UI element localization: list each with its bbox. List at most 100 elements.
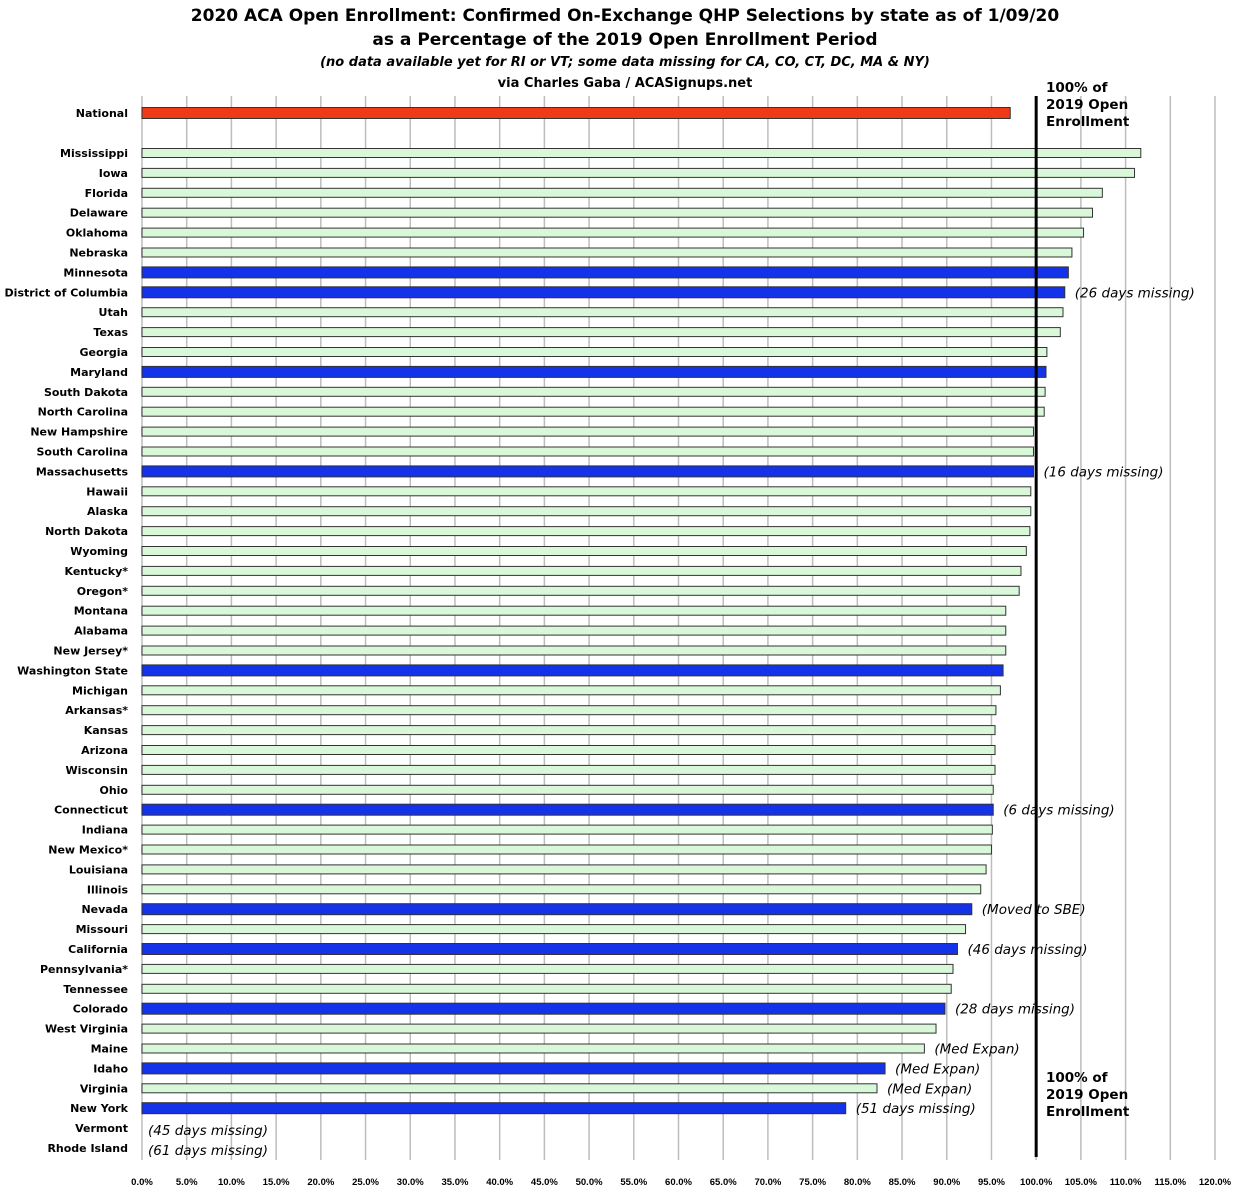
row-label: National	[76, 107, 128, 120]
row-label: New Hampshire	[30, 426, 128, 439]
bar	[141, 526, 1031, 537]
x-tick-label: 20.0%	[307, 1177, 334, 1188]
row-label: Maine	[91, 1043, 128, 1056]
bar	[141, 963, 954, 974]
bar	[141, 148, 1142, 158]
bar	[141, 406, 1045, 417]
row-label: Idaho	[93, 1062, 128, 1075]
chart-source: via Charles Gaba / ACASignups.net	[497, 76, 753, 91]
bar	[141, 844, 992, 855]
bar	[141, 446, 1034, 457]
bar	[141, 1002, 946, 1015]
row-label: New Mexico*	[48, 844, 128, 857]
row-label: Ohio	[99, 784, 128, 797]
row-label: Massachusetts	[36, 465, 129, 478]
bar	[141, 546, 1027, 556]
bar-annotation: (51 days missing)	[856, 1101, 976, 1117]
reference-label-bottom: 100% of 2019 Open Enrollment	[1046, 1070, 1129, 1121]
bar-annotation: (Med Expan)	[895, 1061, 980, 1077]
bar	[141, 645, 1007, 656]
bar	[141, 247, 1073, 258]
ref-bottom-2: 2019 Open	[1046, 1087, 1129, 1103]
bar-annotation: (16 days missing)	[1043, 464, 1163, 480]
row-label: South Carolina	[36, 446, 128, 459]
bar	[141, 426, 1034, 437]
bar	[141, 585, 1020, 596]
row-label: California	[68, 943, 128, 956]
x-tick-label: 30.0%	[397, 1177, 424, 1188]
bar	[141, 307, 1064, 318]
row-label: District of Columbia	[5, 286, 128, 299]
row-label: Illinois	[87, 883, 129, 896]
bar-annotation: (45 days missing)	[148, 1123, 268, 1139]
row-label: Georgia	[79, 346, 128, 359]
row-label: North Carolina	[38, 406, 128, 419]
bar	[141, 685, 1001, 696]
row-label: Delaware	[70, 207, 128, 220]
row-label: Arizona	[81, 744, 128, 757]
x-tick-label: 115.0%	[1154, 1177, 1186, 1188]
bar	[141, 924, 967, 935]
bar	[141, 764, 996, 775]
x-tick-label: 85.0%	[889, 1177, 916, 1188]
row-label: New York	[70, 1102, 129, 1115]
row-label: Nebraska	[69, 247, 128, 260]
bar-annotation: (Med Expan)	[934, 1042, 1019, 1058]
x-tick-label: 100.0%	[1020, 1177, 1053, 1188]
row-label: Virginia	[80, 1082, 128, 1095]
bar-annotation: (6 days missing)	[1003, 803, 1114, 819]
x-tick-label: 90.0%	[933, 1177, 960, 1188]
row-label: Colorado	[73, 1003, 129, 1016]
row-label: Nevada	[81, 903, 128, 916]
row-label: Minnesota	[63, 266, 128, 279]
x-tick-label: 75.0%	[799, 1177, 826, 1188]
bar	[141, 486, 1032, 497]
ref-top-2: 2019 Open	[1046, 97, 1129, 113]
reference-label-top: 100% of 2019 Open Enrollment	[1046, 80, 1129, 131]
x-tick-label: 5.0%	[176, 1177, 198, 1188]
bar	[141, 605, 1007, 616]
row-label: Alaska	[87, 505, 128, 518]
bar	[141, 1102, 847, 1115]
row-label: Kansas	[84, 724, 129, 737]
x-tick-label: 50.0%	[576, 1177, 603, 1188]
x-tick-label: 105.0%	[1065, 1177, 1098, 1188]
row-label: Missouri	[76, 923, 128, 936]
row-label: Wyoming	[70, 545, 128, 558]
bar	[141, 824, 993, 835]
bar	[141, 903, 973, 916]
row-label: Hawaii	[86, 485, 128, 498]
x-tick-label: 45.0%	[531, 1177, 558, 1188]
bar	[141, 465, 1034, 478]
x-tick-label: 60.0%	[665, 1177, 692, 1188]
row-label: West Virginia	[45, 1023, 128, 1036]
bar-annotation: (61 days missing)	[148, 1143, 268, 1159]
bar	[141, 286, 1066, 299]
x-tick-label: 110.0%	[1110, 1177, 1142, 1188]
bar	[141, 983, 952, 994]
x-tick-label: 40.0%	[486, 1177, 513, 1188]
row-label: Vermont	[75, 1122, 128, 1135]
bar	[141, 943, 958, 955]
ref-bottom-3: Enrollment	[1046, 1104, 1130, 1120]
bar	[141, 167, 1136, 178]
bar	[141, 864, 987, 875]
bar	[141, 365, 1047, 378]
x-tick-label: 15.0%	[263, 1177, 290, 1188]
ref-bottom-1: 100% of	[1046, 1070, 1108, 1086]
x-tick-label: 0.0%	[131, 1177, 153, 1188]
bar	[141, 884, 982, 895]
bar	[141, 266, 1069, 279]
chart-subtitle: (no data available yet for RI or VT; som…	[320, 55, 930, 70]
bar	[141, 1043, 925, 1054]
row-label: Maryland	[70, 366, 128, 379]
row-label: Montana	[74, 605, 128, 618]
row-label: Indiana	[82, 824, 128, 837]
row-label: Kentucky*	[65, 565, 129, 578]
x-tick-label: 55.0%	[620, 1177, 647, 1188]
row-label: New Jersey*	[53, 645, 128, 658]
bar-annotation: (Med Expan)	[887, 1081, 972, 1097]
chart-title-line2: as a Percentage of the 2019 Open Enrollm…	[372, 30, 878, 50]
